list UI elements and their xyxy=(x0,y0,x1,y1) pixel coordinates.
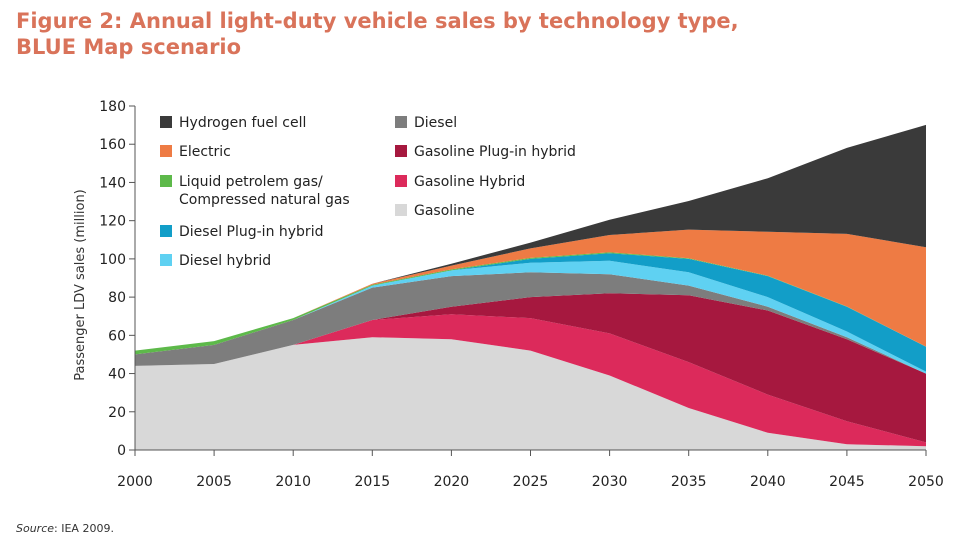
y-tick-label: 100 xyxy=(99,252,126,268)
legend-label-liquid-petrolem-gas-compressed-natural-gas-line-2: Compressed natural gas xyxy=(179,192,350,208)
y-tick-label: 160 xyxy=(99,137,126,153)
legend-label-diesel: Diesel xyxy=(414,115,457,131)
y-tick-label: 40 xyxy=(108,367,126,383)
y-tick-label: 140 xyxy=(99,175,126,191)
y-tick-label: 120 xyxy=(99,214,126,230)
area-liquid-petrolem-gas-compressed-natural-gas xyxy=(135,252,926,355)
x-tick-label: 2000 xyxy=(117,474,153,490)
legend-label-gasoline-plug-in-hybrid: Gasoline Plug-in hybrid xyxy=(414,144,576,160)
y-tick-label: 20 xyxy=(108,405,126,421)
area-diesel-plug-in-hybrid xyxy=(135,253,926,372)
area-gasoline-hybrid xyxy=(135,314,926,447)
legend-swatch-electric xyxy=(160,145,172,157)
area-electric xyxy=(135,229,926,351)
legend-swatch-gasoline-hybrid xyxy=(395,175,407,187)
area-series-layer xyxy=(135,124,926,450)
legend: Hydrogen fuel cell Electric Liquid petrole… xyxy=(160,115,576,269)
area-gasoline xyxy=(135,337,926,450)
source-label: Source xyxy=(16,522,55,535)
legend-swatch-diesel xyxy=(395,116,407,128)
x-tick-label: 2040 xyxy=(750,474,786,490)
legend-label-hydrogen-fuel-cell: Hydrogen fuel cell xyxy=(179,115,306,131)
y-tick-label: 0 xyxy=(117,443,126,459)
y-tick-label: 60 xyxy=(108,328,126,344)
x-tick-label: 2005 xyxy=(196,474,232,490)
x-tick-label: 2020 xyxy=(434,474,470,490)
legend-swatch-gasoline-plug-in-hybrid xyxy=(395,145,407,157)
legend-swatch-diesel-plug-in-hybrid xyxy=(160,225,172,237)
area-diesel-hybrid xyxy=(135,260,926,374)
x-tick-label: 2035 xyxy=(671,474,707,490)
source-text: : IEA 2009. xyxy=(54,522,114,535)
x-tick-label: 2015 xyxy=(354,474,390,490)
chart-title: Figure 2: Annual light-duty vehicle sale… xyxy=(16,8,946,60)
x-tick-label: 2030 xyxy=(592,474,628,490)
y-axis-title: Passenger LDV sales (million) xyxy=(73,189,88,380)
x-tick-label: 2025 xyxy=(513,474,549,490)
chart-title-line-2: BLUE Map scenario xyxy=(16,35,242,59)
legend-swatch-gasoline xyxy=(395,204,407,216)
x-tick-label: 2050 xyxy=(908,474,944,490)
legend-label-gasoline: Gasoline xyxy=(414,203,475,219)
legend-label-diesel-hybrid: Diesel hybrid xyxy=(179,253,271,269)
y-tick-label: 180 xyxy=(99,99,126,115)
legend-swatch-diesel-hybrid xyxy=(160,254,172,266)
source-note: Source: IEA 2009. xyxy=(16,522,114,535)
legend-swatch-hydrogen-fuel-cell xyxy=(160,116,172,128)
area-gasoline-plug-in-hybrid xyxy=(135,293,926,443)
legend-label-diesel-plug-in-hybrid: Diesel Plug-in hybrid xyxy=(179,224,323,240)
legend-label-electric: Electric xyxy=(179,144,231,160)
x-tick-label: 2045 xyxy=(829,474,865,490)
legend-label-gasoline-hybrid: Gasoline Hybrid xyxy=(414,174,525,190)
y-tick-label: 80 xyxy=(108,290,126,306)
legend-swatch-liquid-petrolem-gas-compressed-natural-gas xyxy=(160,175,172,187)
legend-label-liquid-petrolem-gas-compressed-natural-gas: Liquid petrolem gas/ xyxy=(179,174,323,190)
x-tick-label: 2010 xyxy=(275,474,311,490)
chart-title-line-1: Figure 2: Annual light-duty vehicle sale… xyxy=(16,9,739,33)
area-diesel xyxy=(135,272,926,374)
